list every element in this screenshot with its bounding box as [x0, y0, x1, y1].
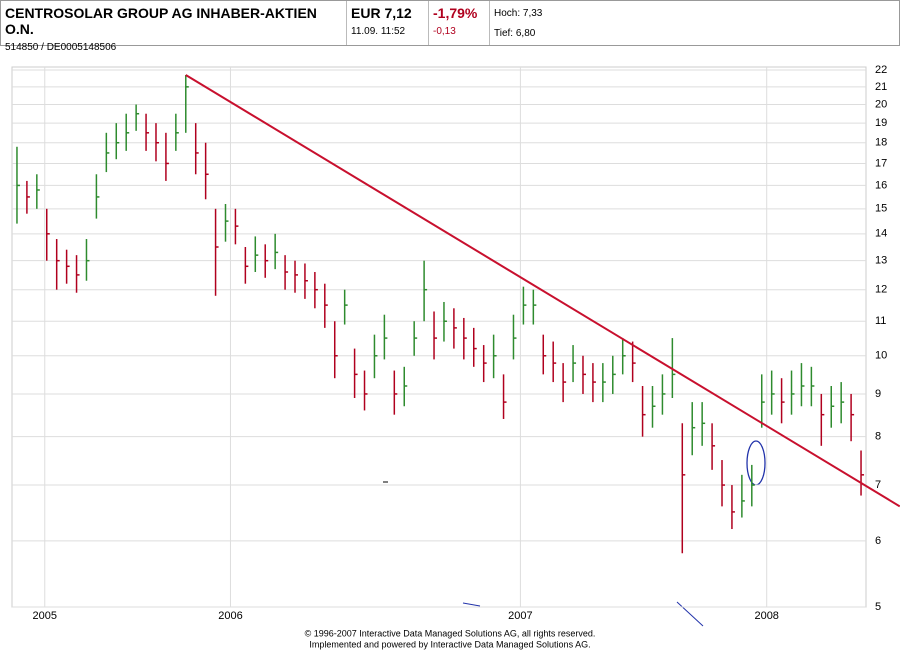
- y-tick-label: 20: [875, 98, 887, 110]
- price-cell: EUR 7,12 11.09. 11:52: [347, 1, 429, 45]
- y-tick-label: 17: [875, 157, 887, 169]
- y-tick-label: 11: [875, 315, 886, 327]
- highlight-ellipse: [746, 440, 766, 486]
- y-tick-label: 14: [875, 228, 887, 240]
- y-tick-label: 9: [875, 388, 881, 400]
- price: EUR 7,12: [351, 5, 412, 21]
- security-name: CENTROSOLAR GROUP AG INHABER-AKTIEN O.N.: [5, 5, 317, 37]
- day-low: Tief: 6,80: [494, 28, 536, 39]
- y-tick-label: 10: [875, 350, 887, 362]
- y-tick-label: 21: [875, 81, 887, 93]
- y-tick-label: 18: [875, 137, 887, 149]
- security-id: 514850 / DE0005148506: [5, 42, 117, 53]
- plot-frame: [11, 66, 867, 608]
- change-cell: -1,79% -0,13: [429, 1, 490, 45]
- y-tick-label: 19: [875, 117, 887, 129]
- day-high: Hoch: 7,33: [494, 8, 543, 19]
- x-tick-label: 2006: [218, 610, 242, 622]
- annotation-stroke: [676, 601, 704, 627]
- y-tick-label: 22: [875, 64, 887, 76]
- y-tick-label: 8: [875, 431, 881, 443]
- quote-header: CENTROSOLAR GROUP AG INHABER-AKTIEN O.N.…: [0, 0, 900, 53]
- copyright: © 1996-2007 Interactive Data Managed Sol…: [305, 628, 596, 638]
- time: 11.09. 11:52: [351, 26, 406, 37]
- change: -0,13: [433, 26, 456, 37]
- y-tick-label: 5: [875, 601, 881, 613]
- annotation-stroke: [462, 602, 481, 607]
- range-cell: Hoch: 7,33 Tief: 6,80: [490, 1, 546, 45]
- x-tick-label: 2007: [508, 610, 532, 622]
- y-tick-label: 12: [875, 284, 887, 296]
- y-tick-label: 13: [875, 255, 887, 267]
- y-tick-label: 6: [875, 535, 881, 547]
- name-cell: CENTROSOLAR GROUP AG INHABER-AKTIEN O.N.…: [1, 1, 347, 53]
- copyright: Implemented and powered by Interactive D…: [309, 639, 590, 649]
- x-tick-label: 2008: [754, 610, 778, 622]
- y-tick-label: 15: [875, 203, 887, 215]
- x-tick-label: 2005: [33, 610, 57, 622]
- y-tick-label: 16: [875, 179, 887, 191]
- trend-line: [185, 74, 900, 508]
- y-tick-label: 7: [875, 479, 881, 491]
- change-pct: -1,79%: [433, 5, 478, 21]
